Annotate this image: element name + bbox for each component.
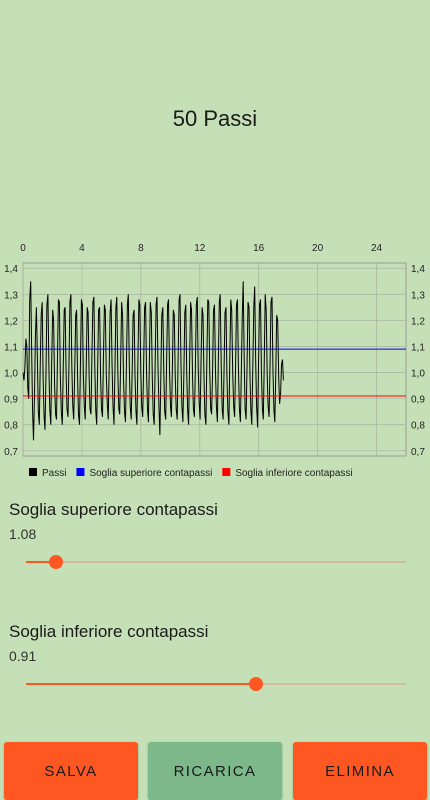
chart-grid [22, 262, 407, 457]
lower-threshold-label: Soglia inferiore contapassi [9, 622, 209, 641]
upper-threshold-slider-thumb[interactable] [49, 555, 64, 569]
x-tick-label: 16 [253, 243, 265, 254]
y-tick-label-left: 0,9 [4, 395, 18, 406]
y-tick-label-right: 0,7 [411, 447, 425, 458]
reload-button[interactable]: RICARICA [148, 742, 282, 800]
legend-swatch [222, 468, 231, 476]
legend-label: Soglia superiore contapassi [89, 468, 212, 479]
y-axis-ticks: 1,4 1,4 1,3 1,3 1,2 1,2 1,1 1,1 1,0 1,0 0,9 0,9 0,8 0… [4, 264, 425, 458]
lower-threshold-slider-thumb[interactable] [248, 677, 263, 691]
upper-threshold-slider[interactable] [26, 555, 406, 569]
steps-chart: 0 4 8 12 16 20 24 1,4 1,41,3 1,31,2 1,21,1 1,11,0 1… [4, 243, 425, 479]
y-tick-label-left: 1,1 [4, 342, 18, 353]
y-tick-label-right: 1,4 [411, 264, 425, 275]
y-tick-label-left: 0,7 [4, 447, 18, 458]
upper-threshold-label: Soglia superiore contapassi [9, 500, 218, 519]
x-tick-label: 12 [194, 243, 206, 254]
x-axis-ticks: 0 4 8 12 16 20 24 [20, 243, 382, 254]
y-tick-label-right: 1,0 [411, 369, 425, 380]
y-tick-label-right: 0,8 [411, 421, 425, 432]
steps-signal-line [22, 281, 284, 441]
x-tick-label: 24 [371, 243, 383, 254]
chart-legend: Passi Soglia superiore contapassi Soglia i… [29, 468, 353, 479]
x-tick-label: 0 [20, 243, 26, 254]
lower-threshold-value: 0.91 [9, 648, 37, 664]
y-tick-label-right: 1,2 [411, 316, 425, 327]
y-tick-label-left: 1,2 [4, 316, 18, 327]
lower-threshold-slider[interactable] [26, 677, 406, 691]
steps-count-title: 50 Passi [172, 106, 258, 131]
delete-button[interactable]: ELIMINA [293, 742, 427, 800]
x-tick-label: 20 [312, 243, 324, 254]
upper-threshold-slider-fill [26, 561, 57, 563]
legend-label: Passi [42, 468, 66, 479]
y-tick-label-left: 1,3 [4, 290, 18, 301]
y-tick-label-right: 1,3 [411, 290, 425, 301]
legend-swatch [29, 468, 37, 476]
y-tick-label-left: 0,8 [4, 421, 18, 432]
y-tick-label-right: 0,9 [411, 395, 425, 406]
upper-threshold-value: 1.08 [9, 526, 37, 542]
x-tick-label: 8 [138, 243, 144, 254]
legend-swatch [76, 468, 85, 476]
y-tick-label-right: 1,1 [411, 342, 425, 353]
lower-threshold-slider-fill [26, 683, 256, 685]
save-button[interactable]: SALVA [4, 742, 138, 800]
y-tick-label-left: 1,0 [4, 369, 18, 380]
x-tick-label: 4 [79, 243, 85, 254]
legend-label: Soglia inferiore contapassi [235, 468, 352, 479]
y-tick-label-left: 1,4 [4, 264, 18, 275]
